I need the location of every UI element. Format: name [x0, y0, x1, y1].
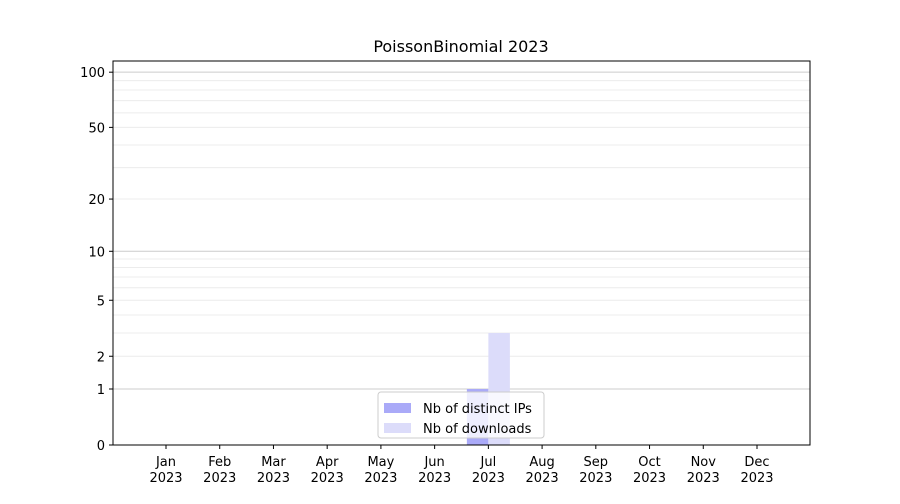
legend-label: Nb of downloads [423, 422, 532, 437]
x-tick-label: Sep [584, 455, 609, 470]
x-tick-label: Jun [423, 455, 444, 470]
legend-swatch [384, 423, 411, 433]
x-tick-label: 2023 [633, 471, 666, 486]
x-tick-label: Apr [316, 455, 339, 470]
x-tick-label: Aug [529, 455, 554, 470]
x-tick-label: 2023 [149, 471, 182, 486]
y-tick-label: 10 [88, 245, 105, 260]
x-tick-label: Oct [638, 455, 660, 470]
x-tick-label: Jul [480, 455, 497, 470]
x-tick-label: 2023 [364, 471, 397, 486]
y-tick-label: 2 [97, 350, 105, 365]
y-tick-label: 0 [97, 439, 105, 454]
x-tick-label: Mar [261, 455, 286, 470]
x-tick-label: 2023 [740, 471, 773, 486]
x-tick-label: 2023 [257, 471, 290, 486]
legend-label: Nb of distinct IPs [423, 402, 532, 417]
x-tick-label: 2023 [472, 471, 505, 486]
y-tick-label: 100 [80, 66, 105, 81]
x-tick-label: 2023 [311, 471, 344, 486]
legend [377, 391, 545, 439]
x-tick-label: 2023 [526, 471, 559, 486]
x-tick-label: 2023 [579, 471, 612, 486]
y-tick-label: 50 [88, 121, 105, 136]
x-tick-label: Nov [691, 455, 717, 470]
x-tick-label: May [367, 455, 394, 470]
legend-swatch [384, 403, 411, 413]
y-tick-label: 1 [97, 383, 105, 398]
plot-frame [112, 60, 811, 446]
x-tick-label: 2023 [687, 471, 720, 486]
x-tick-label: 2023 [418, 471, 451, 486]
x-tick-label: Jan [155, 455, 176, 470]
y-tick-label: 20 [88, 193, 105, 208]
x-tick-label: Dec [744, 455, 769, 470]
y-tick-label: 5 [97, 294, 105, 309]
x-tick-label: 2023 [203, 471, 236, 486]
x-tick-label: Feb [208, 455, 231, 470]
chart-title: PoissonBinomial 2023 [373, 37, 548, 56]
